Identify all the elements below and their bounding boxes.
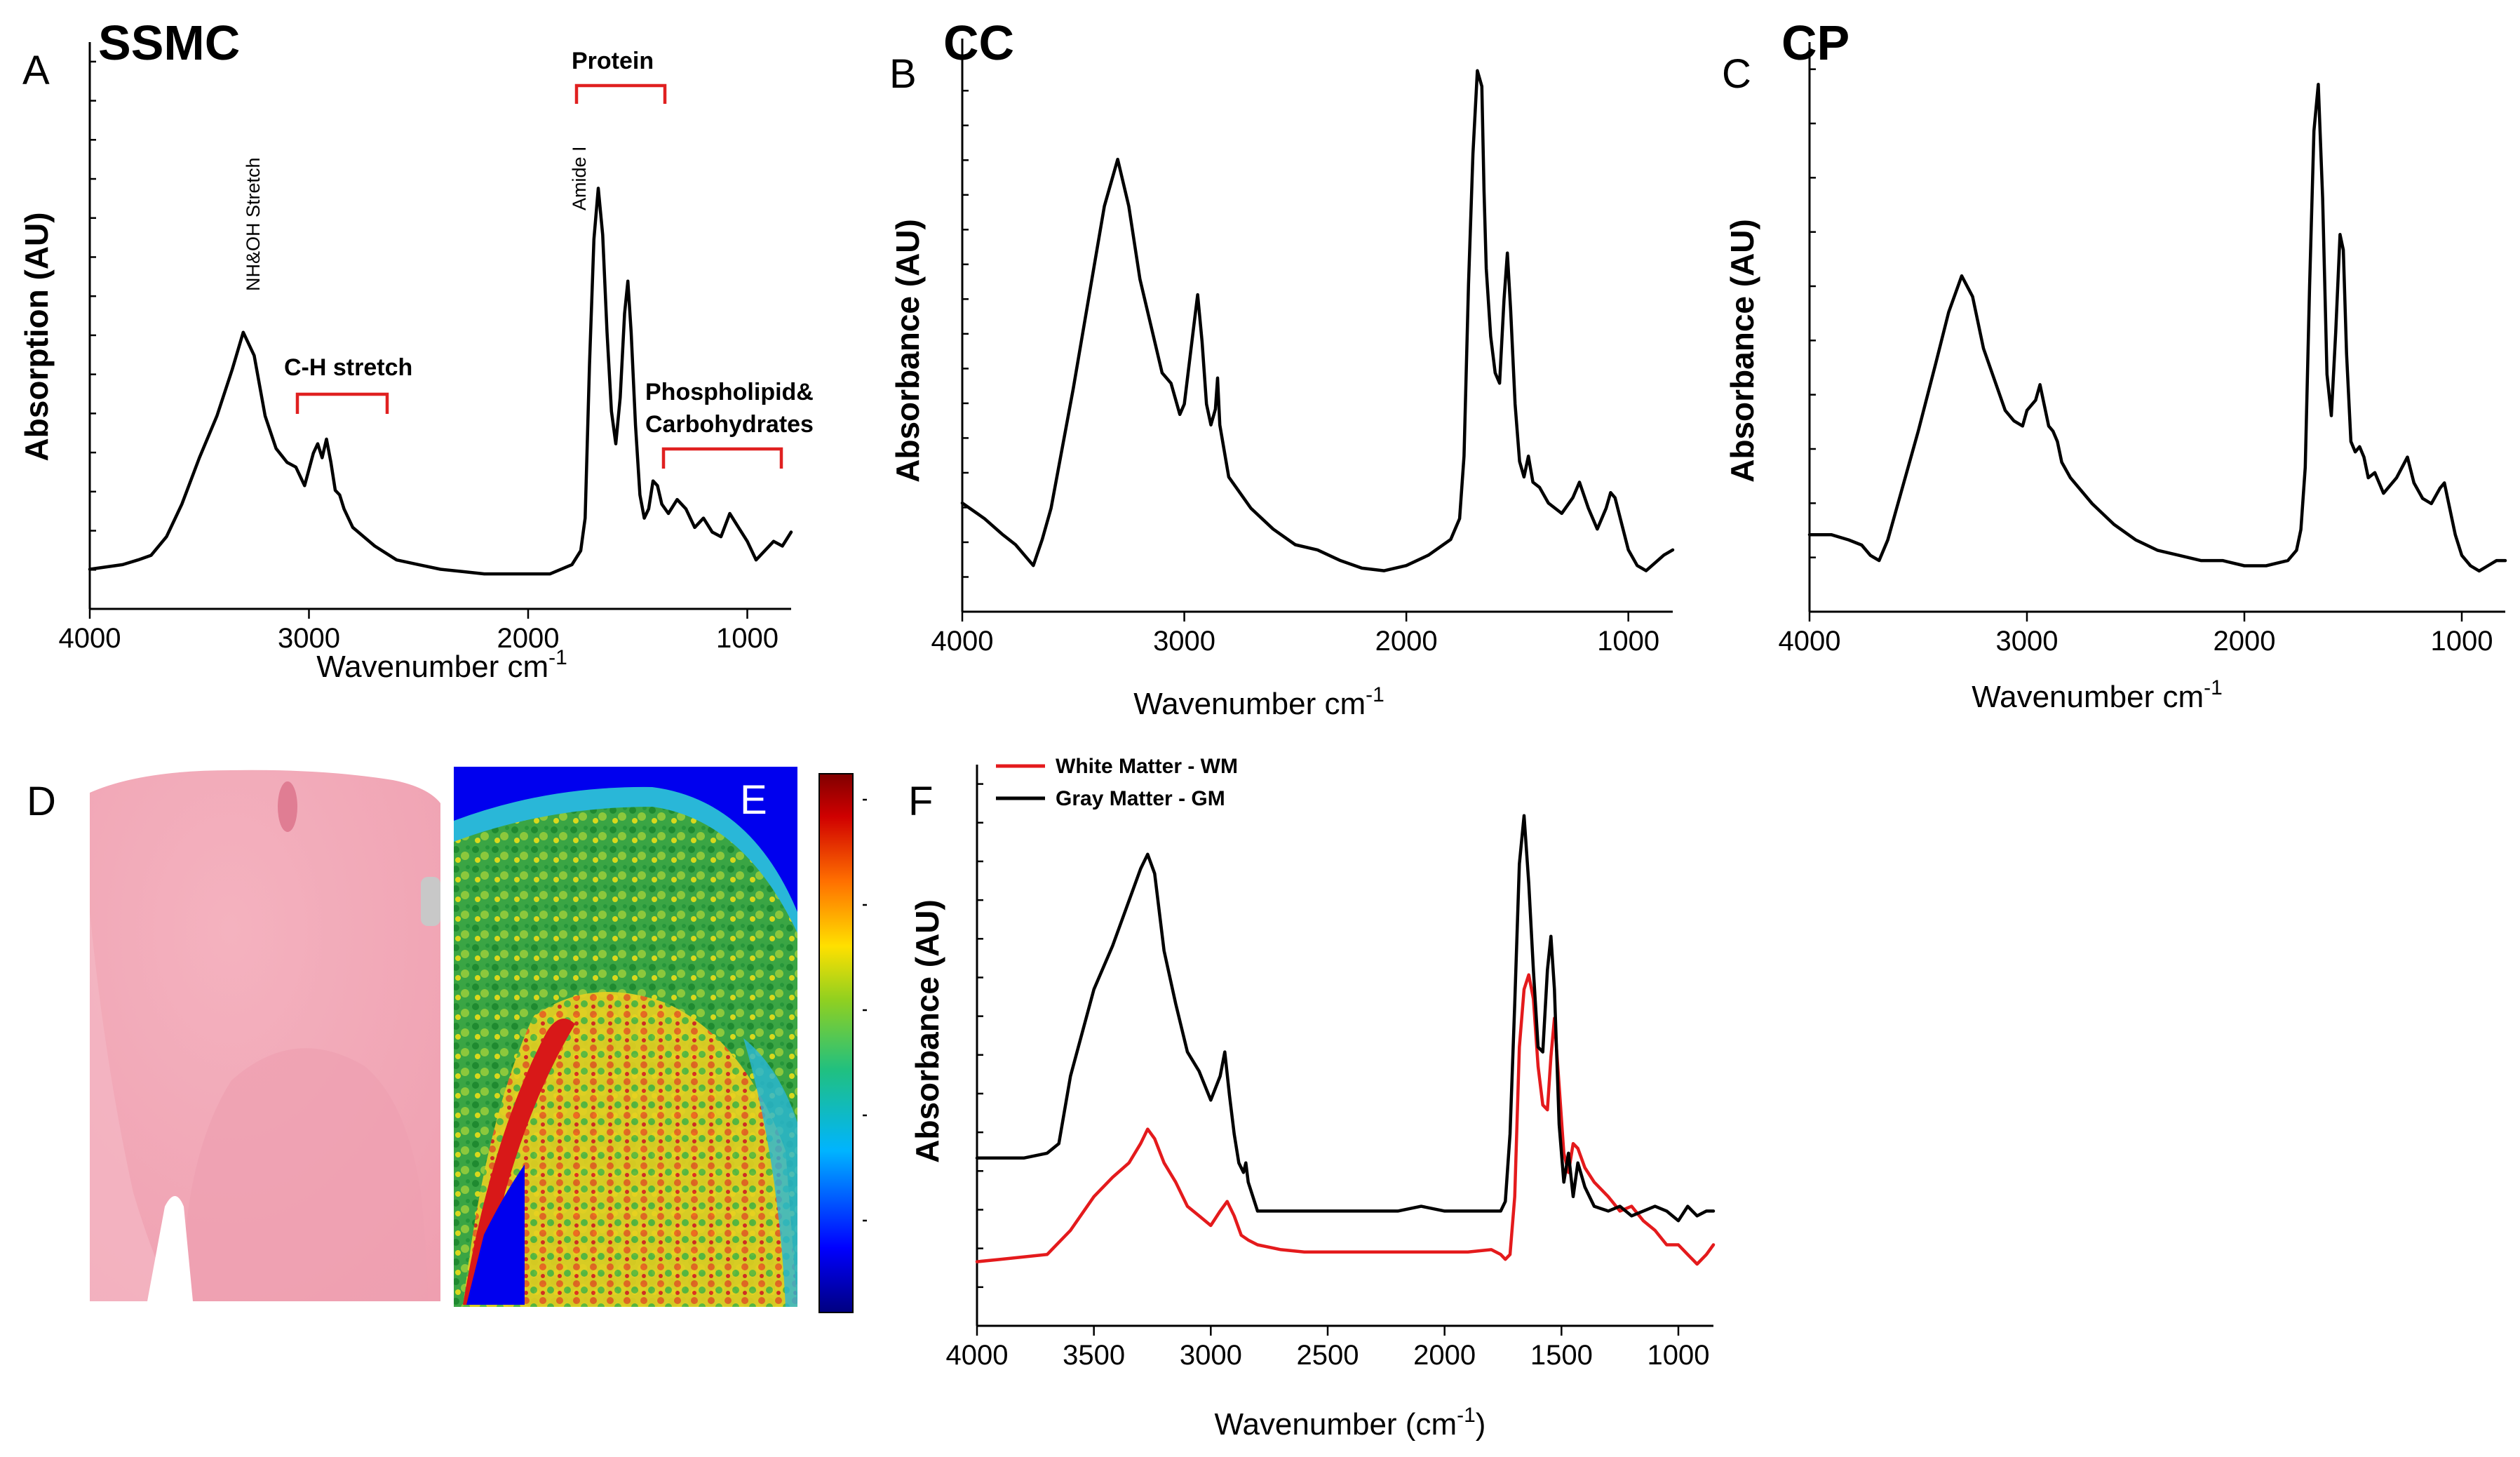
panel-d: D: [27, 768, 440, 1301]
x-axis-title-f: Wavenumber (cm-1): [1215, 1404, 1486, 1442]
y-axis-title-f: Absorbance (AU): [909, 899, 945, 1163]
panel-e: E: [454, 767, 867, 1313]
panel-label-e: E: [740, 777, 767, 823]
x-tick-label: 4000: [946, 1340, 1009, 1371]
x-tick-label: 1000: [1597, 626, 1659, 657]
panel-title-b: CC: [943, 15, 1014, 70]
annotation-nh-oh-stretch: NH&OH Stretch: [243, 157, 264, 291]
x-tick-label: 2000: [1375, 626, 1438, 657]
y-axis-title-a: Absorption (AU): [18, 212, 55, 461]
x-tick-label: 3000: [1180, 1340, 1242, 1371]
x-tick-label: 2000: [2214, 626, 2276, 657]
legend-label-wm: White Matter - WM: [1056, 755, 1238, 778]
axes-b: 4000 3000 2000 1000: [931, 39, 1675, 657]
panel-a: A SSMC Absorption (AU) 4000 3000 2000 1000 …: [18, 15, 814, 684]
legend-label-gm: Gray Matter - GM: [1056, 787, 1225, 810]
annotation-phospholipid-line2: Carbohydrates: [645, 411, 814, 438]
panel-title-c: CP: [1781, 15, 1849, 70]
legend-f: White Matter - WM Gray Matter - GM: [996, 755, 1238, 810]
x-tick-label: 3000: [1153, 626, 1215, 657]
ir-heatmap-image: [454, 767, 797, 1307]
x-axis-title-b: Wavenumber cm-1: [1133, 683, 1384, 721]
x-axis-title-a: Wavenumber cm-1: [316, 646, 567, 684]
x-tick-label: 3000: [1996, 626, 2059, 657]
x-tick-label: 2000: [1413, 1340, 1476, 1371]
panel-b: B CC Absorbance (AU) 4000 3000 2000 1000 Wa…: [889, 15, 1675, 721]
series-line-c-0: [1807, 83, 2507, 573]
x-tick-label: 2500: [1297, 1340, 1359, 1371]
x-tick-label: 3000: [278, 623, 340, 654]
series-line-a-0: [88, 187, 793, 576]
series-line-b-0: [960, 69, 1675, 572]
y-axis-title-c: Absorbance (AU): [1724, 219, 1760, 483]
bracket-protein: [574, 83, 667, 104]
x-tick-label: 1500: [1530, 1340, 1593, 1371]
annotation-phospholipid-line1: Phospholipid&: [645, 379, 814, 405]
annotation-amide-i: Amide I: [569, 146, 590, 210]
tissue-stain-image: [90, 768, 440, 1301]
panel-label-f: F: [908, 779, 933, 824]
x-tick-label: 3500: [1063, 1340, 1125, 1371]
panel-f: F Absorbance (AU) 4000 3500 3000 2500 2000 15…: [908, 755, 1716, 1442]
y-axis-title-b: Absorbance (AU): [889, 219, 926, 483]
x-tick-label: 1000: [716, 623, 779, 654]
series-line-f-0: [975, 973, 1716, 1266]
panel-title-a: SSMC: [98, 15, 240, 70]
panel-label-d: D: [27, 779, 56, 824]
axes-f: 4000 3500 3000 2500 2000 1500 1000: [946, 765, 1716, 1371]
panel-c: C CP Absorbance (AU) 4000 3000 2000 1000 Wa…: [1722, 15, 2507, 714]
bracket-ch-stretch: [295, 392, 389, 414]
panel-label-a: A: [22, 48, 50, 93]
x-tick-label: 2000: [497, 623, 560, 654]
bracket-phospholipid: [661, 447, 783, 469]
x-tick-label: 1000: [2431, 626, 2493, 657]
annotation-protein: Protein: [572, 48, 654, 74]
x-tick-label: 4000: [931, 626, 994, 657]
x-tick-label: 4000: [1779, 626, 1841, 657]
annotation-ch-stretch: C-H stretch: [284, 354, 412, 381]
series-line-f-1: [975, 814, 1716, 1223]
x-tick-label: 1000: [1648, 1340, 1710, 1371]
panel-label-b: B: [889, 51, 917, 97]
axes-a: 4000 3000 2000 1000: [59, 42, 793, 654]
axes-c: 4000 3000 2000 1000: [1779, 42, 2507, 657]
panel-label-c: C: [1722, 51, 1751, 97]
colorbar: [818, 773, 867, 1313]
x-axis-title-c: Wavenumber cm-1: [1972, 676, 2223, 714]
x-tick-label: 4000: [59, 623, 121, 654]
